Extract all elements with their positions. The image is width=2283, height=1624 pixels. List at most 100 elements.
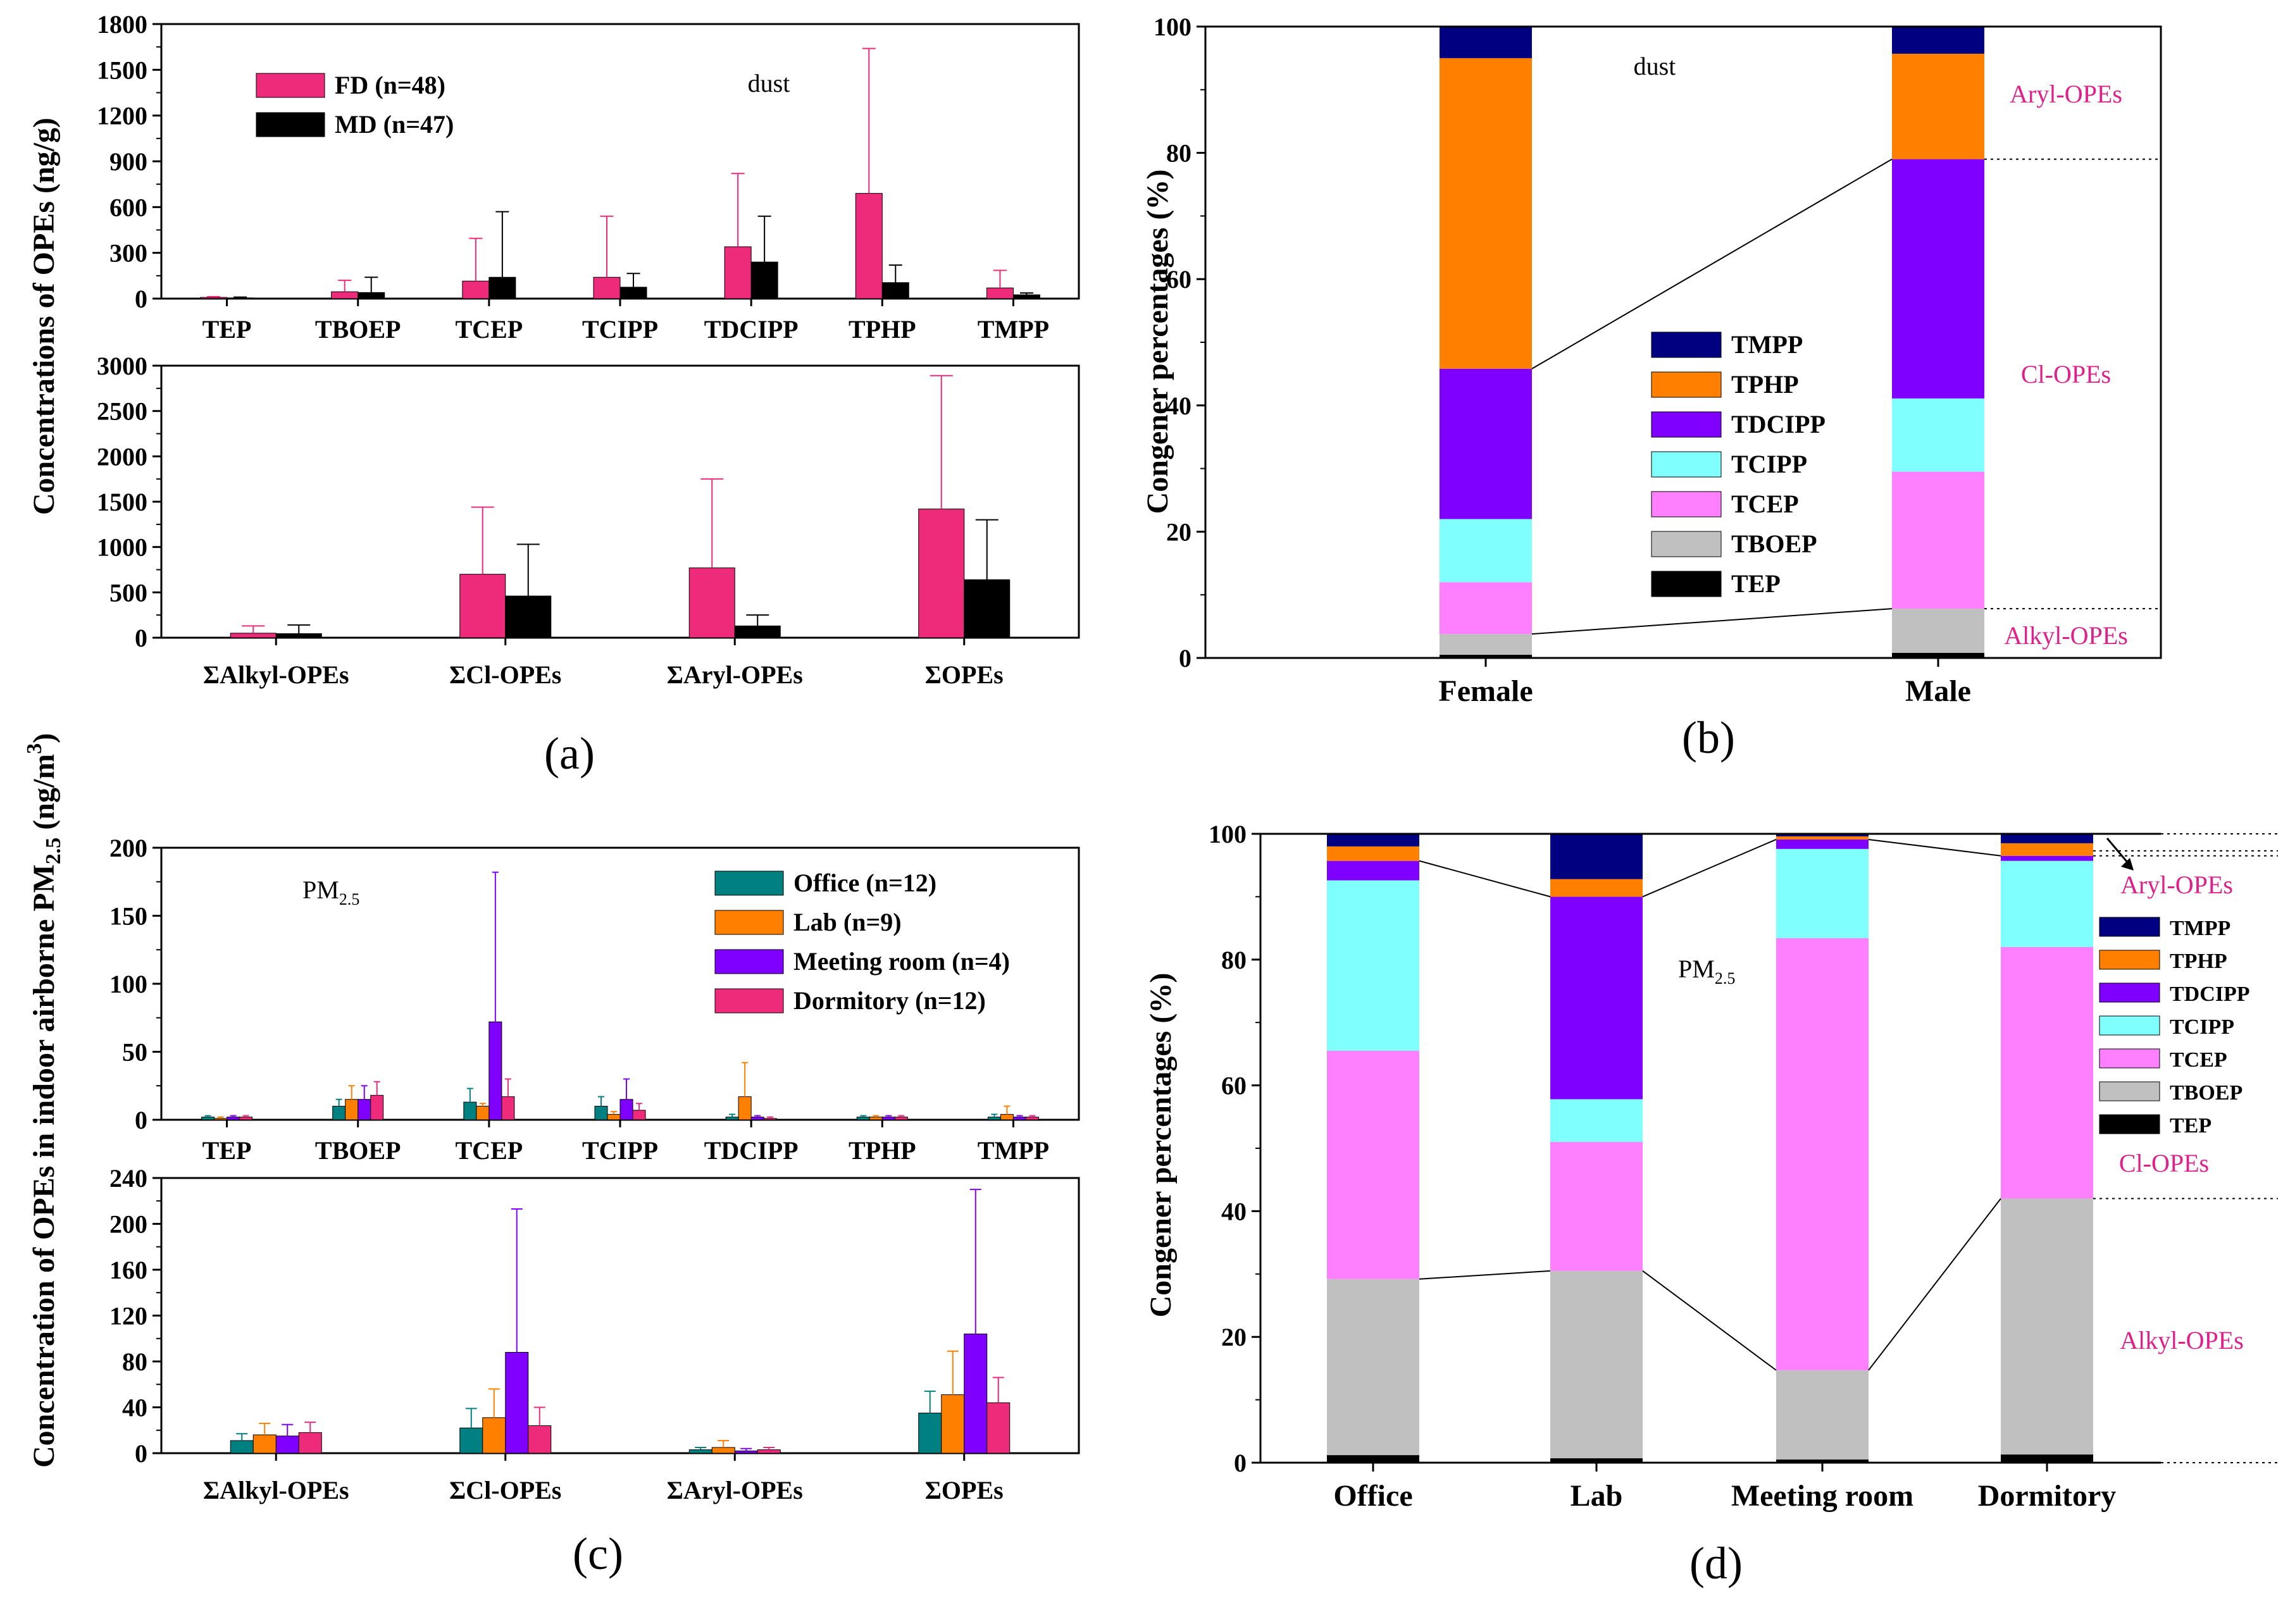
- b-segment-tphp: [1440, 58, 1532, 369]
- d-segment-tcipp: [1327, 880, 1419, 1051]
- c-top-legend-swatch: [714, 988, 784, 1013]
- b-group-label: Alkyl-OPEs: [2004, 621, 2128, 650]
- c_bottom-bar-office: [459, 1427, 483, 1454]
- c_top-xtick-label: TDCIPP: [704, 1136, 799, 1165]
- c_bottom-ytick-label: 240: [109, 1164, 147, 1193]
- b-legend-swatch: [1651, 371, 1722, 398]
- a_top-ytick-label: 0: [135, 285, 147, 313]
- b-connector-line: [1531, 608, 1893, 635]
- a_bottom-xtick-label: ΣCl-OPEs: [449, 660, 561, 689]
- a_bottom-xtick-label: ΣAryl-OPEs: [667, 660, 803, 689]
- ylabel-a: Concentrations of OPEs (ng/g): [27, 118, 61, 515]
- panel-label-a: (a): [544, 728, 595, 779]
- a_bottom-bar-md: [734, 625, 781, 638]
- a_top-bar-fd: [986, 287, 1014, 299]
- d-ytick-label: 80: [1221, 946, 1247, 974]
- d-xtick-label: Meeting room: [1731, 1479, 1913, 1513]
- c-top-legend-label: Lab (n=9): [793, 908, 902, 936]
- a_top-bar-fd: [724, 246, 752, 299]
- c_top-ytick-label: 150: [109, 902, 147, 931]
- a_bottom-bar-fd: [688, 567, 735, 638]
- c_bottom-bar-dormitory: [298, 1432, 322, 1454]
- d-legend-swatch: [2099, 982, 2160, 1003]
- panel-label-b: (b): [1682, 712, 1735, 763]
- a_bottom-bar-md: [964, 579, 1011, 638]
- c-top-legend-label: Meeting room (n=4): [793, 947, 1010, 976]
- a_bottom-bar-fd: [459, 574, 506, 638]
- a_top-bar-fd: [593, 276, 621, 299]
- c_top-ytick-label: 100: [109, 970, 147, 998]
- a_top-bar-md: [750, 261, 778, 299]
- a-top-legend-swatch: [256, 112, 325, 137]
- a_top-bar-md: [358, 292, 385, 299]
- c_top-xtick-label: TMPP: [978, 1136, 1049, 1165]
- c_bottom-bar-office: [688, 1449, 712, 1454]
- a_top-xtick-label: TPHP: [849, 315, 916, 344]
- d-segment-tdcipp: [1550, 896, 1643, 1100]
- c_bottom-xtick-label: ΣAlkyl-OPEs: [203, 1476, 349, 1504]
- b-legend-swatch: [1651, 411, 1722, 438]
- b-segment-tphp: [1892, 53, 1984, 159]
- annotation-dust-b: dust: [1634, 52, 1676, 80]
- panel-label-d: (d): [1689, 1538, 1743, 1589]
- c_top-bar-office: [856, 1117, 870, 1120]
- b-segment-tmpp: [1892, 27, 1984, 54]
- c_top-bar-lab: [476, 1106, 490, 1120]
- a_bottom-bar-fd: [230, 633, 277, 638]
- c_top-xtick-label: TEP: [202, 1136, 252, 1165]
- c_top-xtick-label: TPHP: [849, 1136, 916, 1165]
- c_bottom-ytick-label: 160: [109, 1256, 147, 1284]
- c_bottom-bar-office: [918, 1413, 942, 1454]
- d-ytick-label: 0: [1234, 1449, 1247, 1477]
- b-segment-tep: [1892, 653, 1984, 658]
- d-segment-tep: [1327, 1455, 1419, 1463]
- d-segment-tphp: [1776, 836, 1869, 840]
- b-segment-tcep: [1440, 582, 1532, 635]
- b-segment-tboep: [1440, 634, 1532, 655]
- b-segment-tmpp: [1440, 27, 1532, 58]
- d-ytick-label: 20: [1221, 1323, 1247, 1351]
- b-legend-label: TEP: [1731, 569, 1781, 598]
- c_bottom-bar-office: [230, 1440, 254, 1454]
- b-legend-swatch: [1651, 571, 1722, 597]
- a_bottom-ytick-label: 3000: [97, 352, 147, 380]
- a_top-bar-fd: [855, 193, 883, 299]
- c_top-bar-meeting-room: [619, 1099, 633, 1120]
- c_top-bar-office: [987, 1117, 1001, 1120]
- d-segment-tmpp: [1550, 834, 1643, 879]
- b-ytick-label: 80: [1166, 139, 1191, 168]
- panel-label-c: (c): [573, 1528, 623, 1579]
- d-ytick-label: 100: [1209, 820, 1247, 848]
- c_top-bar-dormitory: [370, 1094, 384, 1120]
- c_bottom-bar-dormitory: [528, 1425, 552, 1454]
- b-segment-tboep: [1892, 609, 1984, 654]
- c_top-bar-meeting-room: [881, 1117, 895, 1120]
- b-legend-label: TBOEP: [1731, 530, 1817, 558]
- c_top-xtick-label: TBOEP: [315, 1136, 401, 1165]
- c_top-bar-office: [594, 1106, 608, 1120]
- d-legend-swatch: [2099, 1015, 2160, 1036]
- a_top-ytick-label: 300: [109, 239, 147, 268]
- ylabel-b: Congener percentages (%): [1141, 170, 1174, 514]
- a_top-xtick-label: TDCIPP: [704, 315, 799, 344]
- d-segment-tcep: [1327, 1050, 1419, 1279]
- a_bottom-xtick-label: ΣOPEs: [925, 660, 1004, 689]
- a_top-ytick-label: 900: [109, 147, 147, 176]
- a_top-xtick-label: TBOEP: [315, 315, 401, 344]
- d-connector-line: [1642, 839, 1777, 898]
- a-top-legend-label: MD (n=47): [335, 110, 454, 139]
- d-segment-tboep: [1327, 1279, 1419, 1456]
- b-ytick-label: 60: [1166, 265, 1191, 294]
- a_top-bar-md: [881, 282, 909, 299]
- annotation-pm25-c: PM2.5: [302, 876, 359, 908]
- d-legend-swatch: [2099, 1114, 2160, 1134]
- d-connector-line: [1642, 1270, 1777, 1371]
- c_top-bar-office: [725, 1117, 739, 1120]
- a_top-bar-md: [227, 297, 254, 299]
- c-top-legend-swatch: [714, 949, 784, 974]
- a_bottom-bar-fd: [918, 508, 965, 638]
- c_bottom-bar-lab: [941, 1394, 965, 1454]
- a_top-ytick-label: 1200: [97, 102, 147, 130]
- b-connector-line: [1531, 158, 1893, 369]
